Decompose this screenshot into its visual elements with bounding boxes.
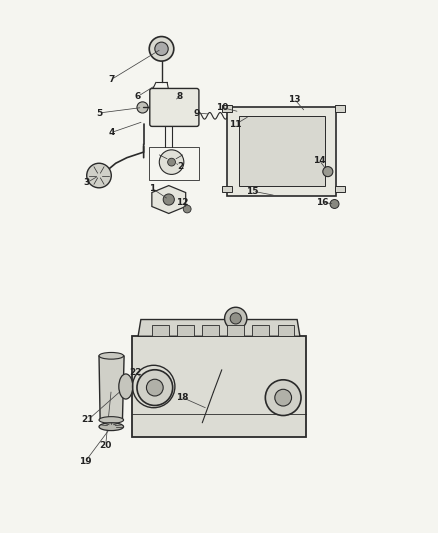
Bar [335, 105, 345, 112]
Text: 5: 5 [96, 109, 102, 117]
Ellipse shape [99, 417, 124, 423]
Text: 19: 19 [79, 457, 92, 466]
Circle shape [149, 37, 174, 61]
Ellipse shape [119, 374, 133, 399]
Circle shape [244, 110, 255, 122]
Bar [222, 105, 232, 112]
Text: 20: 20 [99, 441, 112, 450]
Bar [252, 325, 269, 336]
Text: 17: 17 [230, 321, 242, 329]
Text: 13: 13 [288, 94, 300, 103]
Bar [202, 325, 219, 336]
Text: 15: 15 [246, 187, 259, 196]
Circle shape [137, 102, 148, 113]
Text: 4: 4 [108, 128, 114, 137]
Bar [278, 325, 294, 336]
Ellipse shape [99, 352, 124, 359]
Text: 9: 9 [194, 109, 200, 117]
Polygon shape [132, 336, 306, 437]
Bar [239, 112, 245, 120]
Bar [222, 185, 232, 192]
Text: 12: 12 [177, 198, 189, 207]
Text: 16: 16 [316, 198, 328, 207]
Text: 1: 1 [149, 184, 155, 193]
Circle shape [265, 380, 301, 416]
Text: 7: 7 [108, 75, 114, 84]
Circle shape [168, 158, 176, 166]
Text: 2: 2 [177, 161, 183, 171]
Circle shape [137, 370, 173, 406]
Circle shape [323, 167, 333, 176]
Polygon shape [99, 356, 124, 420]
Circle shape [183, 205, 191, 213]
Text: 14: 14 [313, 156, 326, 165]
Text: 10: 10 [215, 103, 228, 112]
Text: 8: 8 [177, 92, 183, 101]
Circle shape [159, 150, 184, 174]
Polygon shape [138, 319, 300, 336]
Circle shape [87, 163, 111, 188]
Bar [227, 325, 244, 336]
Ellipse shape [99, 423, 124, 431]
Polygon shape [152, 185, 186, 214]
Circle shape [146, 379, 163, 396]
Bar [335, 185, 345, 192]
Text: 11: 11 [230, 120, 242, 128]
Circle shape [155, 42, 168, 55]
Circle shape [230, 313, 241, 324]
Text: 21: 21 [81, 416, 94, 424]
Circle shape [275, 389, 292, 406]
Circle shape [225, 307, 247, 329]
Text: 18: 18 [177, 393, 189, 402]
Circle shape [163, 194, 174, 205]
Text: 22: 22 [129, 368, 141, 377]
Polygon shape [239, 116, 325, 185]
Circle shape [330, 199, 339, 208]
Text: 3: 3 [84, 178, 90, 187]
Text: 6: 6 [135, 92, 141, 101]
Bar [177, 325, 194, 336]
Bar [152, 325, 169, 336]
Polygon shape [227, 108, 336, 196]
FancyBboxPatch shape [150, 88, 199, 126]
Bar [149, 147, 199, 180]
